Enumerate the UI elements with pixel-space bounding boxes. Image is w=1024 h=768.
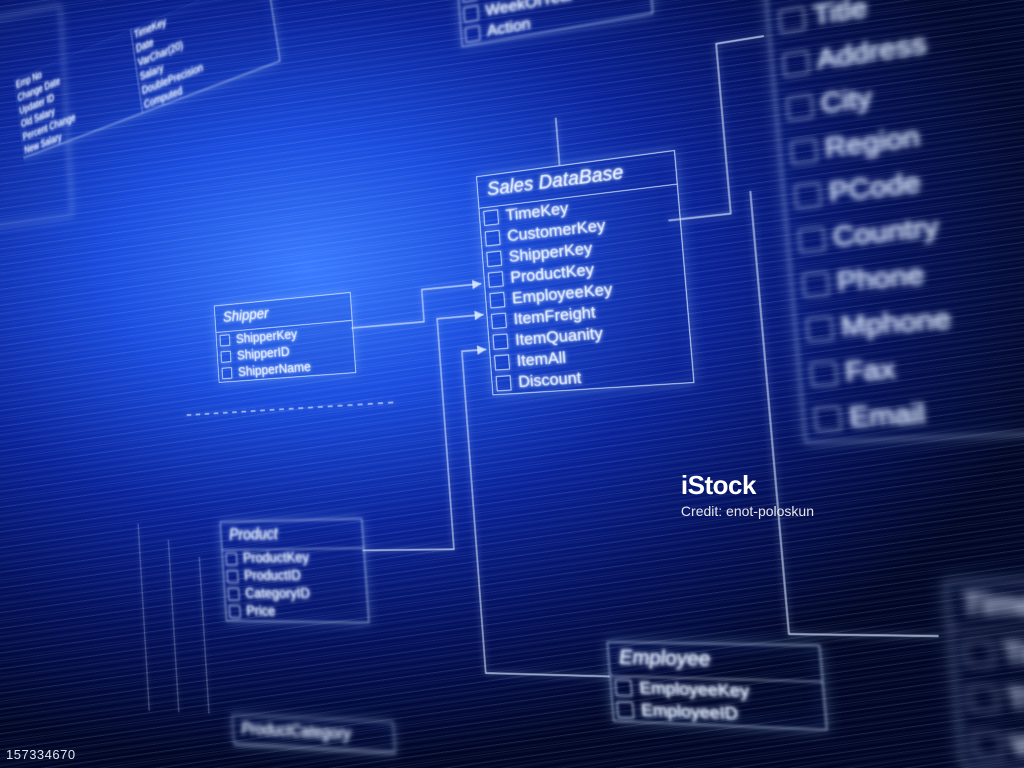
table-row: ProductKey: [222, 549, 364, 568]
stock-watermark: iStock Credit: enot-poloskun: [681, 470, 814, 519]
key-icon: [227, 570, 239, 582]
key-icon: [222, 367, 233, 379]
table-row: ProductID: [224, 567, 366, 585]
table-product: Product ProductKey ProductID CategoryID …: [220, 518, 369, 623]
key-icon: [463, 5, 478, 22]
table-title: Product: [221, 519, 364, 550]
watermark-image-id: 157334670: [6, 747, 76, 762]
key-icon: [221, 351, 232, 363]
watermark-brand: iStock: [681, 470, 814, 501]
key-icon: [228, 588, 240, 600]
watermark-credit: Credit: enot-poloskun: [681, 503, 814, 519]
table-title: ProductCategory: [233, 716, 395, 753]
key-icon: [229, 606, 241, 618]
table-productcategory: ProductCategory: [232, 715, 395, 754]
table-row: Price: [226, 603, 369, 622]
